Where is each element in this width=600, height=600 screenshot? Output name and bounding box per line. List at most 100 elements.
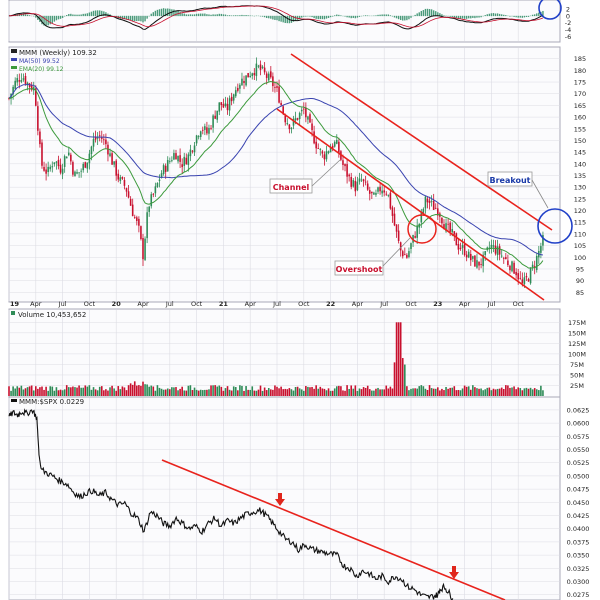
price-candle <box>175 153 177 160</box>
price-candle <box>123 179 126 186</box>
price-candle <box>364 181 367 183</box>
volume-bar <box>272 389 274 396</box>
macd-y-tick: -4 <box>565 26 571 34</box>
price-candle <box>455 233 458 246</box>
price-candle <box>164 165 167 172</box>
volume-bar <box>212 385 214 396</box>
macd-histogram-bar <box>531 14 534 17</box>
price-candle <box>296 118 299 120</box>
price-candle <box>383 190 385 193</box>
x-tick-label: Apr <box>30 300 42 308</box>
macd-histogram-bar <box>538 12 540 17</box>
ratio-y-tick: 0.0625 <box>567 406 590 414</box>
macd-histogram-bar <box>331 15 334 17</box>
price-panel <box>8 46 561 303</box>
volume-bar <box>521 390 524 396</box>
price-candle <box>362 179 365 182</box>
macd-histogram-bar <box>272 15 274 20</box>
macd-histogram-bar <box>49 15 51 25</box>
price-candle <box>346 164 348 177</box>
volume-bar <box>437 387 439 396</box>
macd-histogram-bar <box>66 15 68 17</box>
price-candle <box>490 244 493 249</box>
volume-bar <box>175 387 177 396</box>
macd-histogram-bar <box>496 13 499 17</box>
price-candle <box>350 176 353 187</box>
macd-histogram-bar <box>160 8 163 17</box>
macd-histogram-bar <box>305 15 307 17</box>
macd-histogram-bar <box>43 15 45 26</box>
macd-histogram-bar <box>26 14 29 17</box>
price-candle <box>278 86 280 103</box>
volume-bar <box>455 390 458 396</box>
price-y-tick: 85 <box>576 289 584 297</box>
macd-histogram-bar <box>323 15 326 20</box>
macd-panel <box>8 0 561 43</box>
macd-histogram-bar <box>37 15 39 20</box>
price-candle <box>121 176 124 179</box>
volume-bar <box>385 385 388 396</box>
price-y-tick: 155 <box>574 125 586 133</box>
volume-bar <box>156 385 159 396</box>
price-candle <box>140 226 142 240</box>
volume-bar <box>453 386 456 396</box>
macd-histogram-bar <box>193 14 196 17</box>
price-candle <box>59 164 62 173</box>
price-candle <box>509 265 511 271</box>
volume-bar <box>92 387 95 396</box>
price-candle <box>179 155 181 162</box>
volume-bar <box>125 390 128 396</box>
macd-histogram-bar <box>461 15 464 19</box>
volume-bar <box>426 389 429 396</box>
price-candle <box>88 153 91 164</box>
macd-circle <box>538 0 562 20</box>
macd-histogram-bar <box>214 14 216 17</box>
macd-histogram-bar <box>270 15 272 19</box>
price-candle <box>457 243 460 250</box>
x-tick-label: Apr <box>459 300 471 308</box>
macd-histogram-bar <box>387 14 390 17</box>
macd-histogram-bar <box>449 15 451 17</box>
x-tick-label: 20 <box>112 300 122 308</box>
volume-bar <box>502 388 505 396</box>
macd-histogram-bar <box>261 15 264 17</box>
channel-label: Channel <box>273 183 310 192</box>
volume-bar <box>30 385 33 396</box>
price-y-tick: 180 <box>574 67 586 75</box>
price-candle <box>28 83 31 88</box>
macd-histogram-bar <box>101 10 103 17</box>
macd-histogram-bar <box>228 15 231 17</box>
overshoot-label: Overshoot <box>336 265 383 274</box>
x-tick-label: 19 <box>10 300 20 308</box>
volume-bar <box>199 389 202 396</box>
price-y-tick: 120 <box>574 207 586 215</box>
macd-histogram-bar <box>367 15 369 17</box>
ratio-y-tick: 0.0475 <box>567 486 590 494</box>
macd-signal-line <box>9 5 544 28</box>
macd-histogram-bar <box>181 13 183 17</box>
macd-histogram-bar <box>391 15 394 17</box>
macd-histogram-bar <box>195 13 198 17</box>
volume-bar <box>461 388 464 396</box>
price-candle <box>476 260 478 268</box>
ratio-y-tick: 0.0300 <box>567 578 590 586</box>
macd-histogram-bar <box>377 14 379 17</box>
macd-histogram-bar <box>197 13 200 17</box>
macd-line <box>8 5 544 30</box>
price-candle <box>360 179 363 181</box>
price-candle <box>437 208 439 216</box>
macd-histogram-bar <box>80 14 82 17</box>
volume-bar <box>237 390 239 396</box>
macd-histogram-bar <box>416 13 418 17</box>
macd-histogram-bar <box>233 15 235 17</box>
price-candle <box>338 141 340 154</box>
macd-histogram-bar <box>375 15 377 17</box>
volume-bar <box>107 390 109 396</box>
volume-bar <box>35 386 37 396</box>
price-candle <box>129 198 132 206</box>
volume-bar <box>360 389 363 396</box>
volume-bar <box>303 390 305 396</box>
macd-histogram-bar <box>410 15 412 18</box>
price-candle <box>185 157 188 165</box>
